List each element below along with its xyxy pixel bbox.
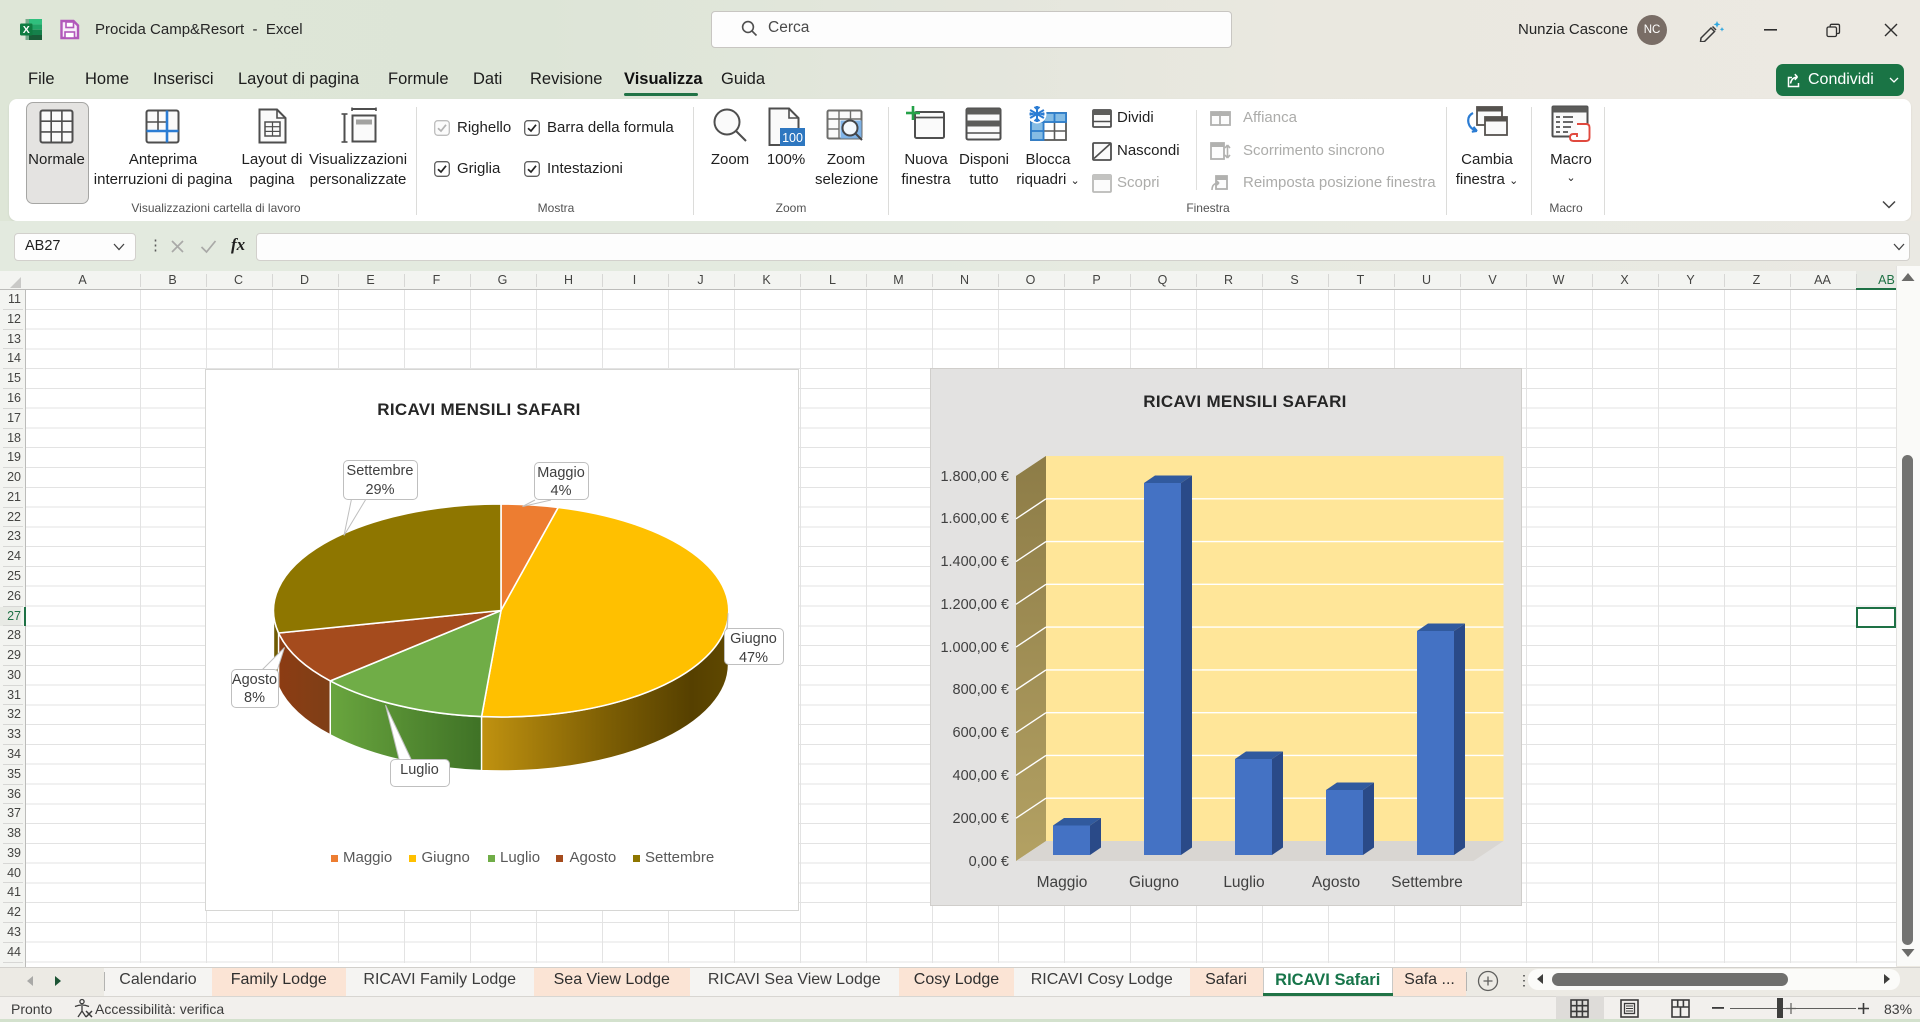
svg-text:X: X bbox=[23, 24, 30, 36]
svg-text:100: 100 bbox=[782, 131, 803, 145]
